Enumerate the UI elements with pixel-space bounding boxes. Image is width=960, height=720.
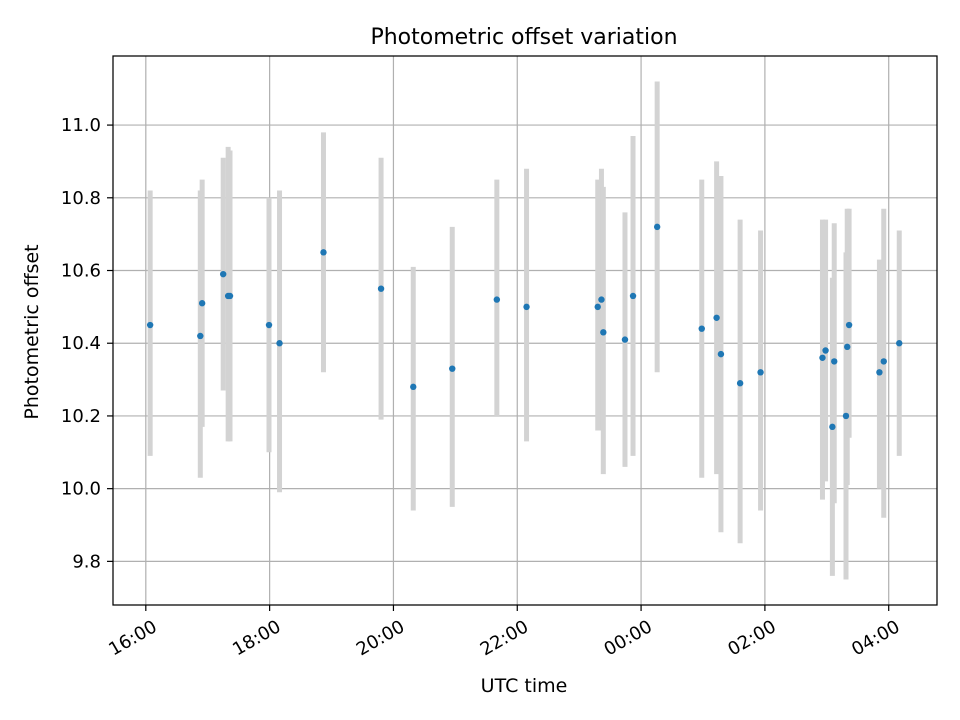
y-tick-label: 11.0 xyxy=(61,115,101,136)
data-point xyxy=(449,365,456,372)
data-point xyxy=(896,340,903,347)
y-axis-ticks: 9.8 10.0 10.2 10.4 10.6 10.8 11.0 xyxy=(61,115,113,572)
y-tick-label: 10.2 xyxy=(61,406,101,427)
data-point xyxy=(410,383,417,391)
data-point xyxy=(598,296,605,303)
data-point xyxy=(320,249,327,256)
data-point xyxy=(146,321,154,329)
chart-title: Photometric offset variation xyxy=(370,25,677,50)
y-tick-label: 9.8 xyxy=(72,551,101,572)
y-tick-label: 10.8 xyxy=(61,188,101,209)
data-point xyxy=(844,343,851,351)
data-point xyxy=(842,412,850,420)
data-point xyxy=(226,292,234,300)
plot-frame xyxy=(112,55,938,606)
y-axis-label: Photometric offset xyxy=(21,244,43,419)
data-point xyxy=(621,336,629,343)
y-tick-label: 10.4 xyxy=(61,333,101,354)
data-point xyxy=(757,369,764,376)
data-point xyxy=(819,354,826,361)
data-point xyxy=(629,292,637,300)
data-point xyxy=(822,347,829,354)
data-point xyxy=(829,423,836,431)
data-point xyxy=(594,303,601,311)
data-points xyxy=(146,223,903,431)
data-point xyxy=(880,358,887,365)
data-point xyxy=(831,358,838,365)
data-point xyxy=(377,285,385,292)
data-point xyxy=(653,223,661,231)
data-point xyxy=(493,296,501,303)
data-point xyxy=(523,303,530,311)
data-point xyxy=(198,300,206,307)
data-point xyxy=(276,340,283,347)
data-point xyxy=(713,314,720,321)
data-point xyxy=(600,329,607,336)
data-point xyxy=(698,325,705,332)
data-point xyxy=(265,321,273,329)
y-tick-label: 10.6 xyxy=(61,261,101,282)
data-point xyxy=(197,332,204,340)
data-point xyxy=(845,321,853,329)
x-axis-label: UTC time xyxy=(481,675,568,697)
data-point xyxy=(736,380,744,387)
data-point xyxy=(876,369,883,376)
y-tick-label: 10.0 xyxy=(61,479,101,500)
data-point xyxy=(717,350,725,358)
data-point xyxy=(219,270,227,278)
